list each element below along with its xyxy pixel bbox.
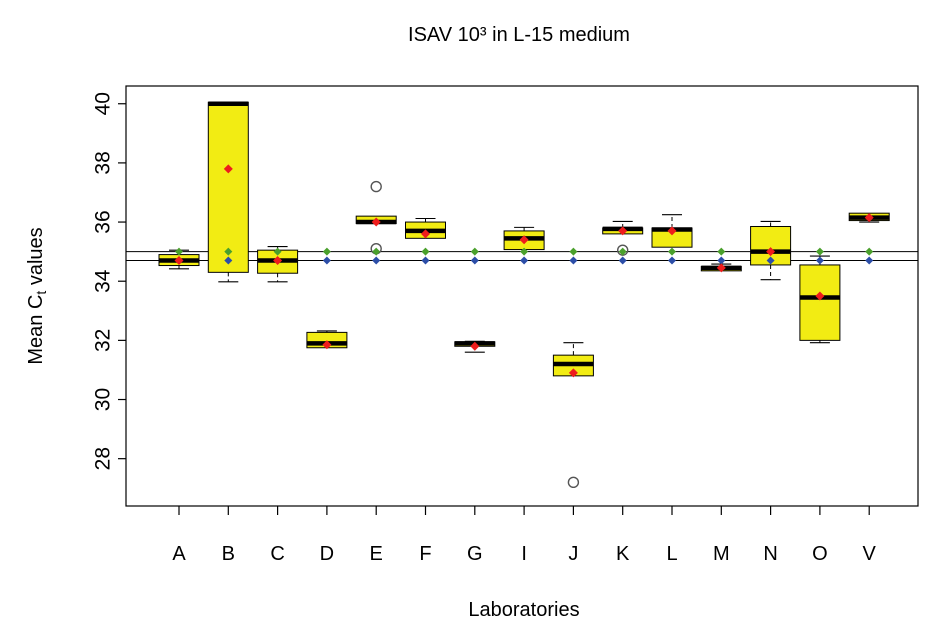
mean-marker <box>618 226 628 236</box>
y-tick-label: 28 <box>91 447 114 470</box>
reference-marker-green <box>322 247 331 256</box>
y-tick-label: 30 <box>91 388 114 411</box>
reference-marker-blue <box>372 256 381 265</box>
y-tick-label: 40 <box>91 92 114 115</box>
x-tick-label: F <box>419 543 431 565</box>
box-V <box>848 212 890 265</box>
x-tick-label: M <box>713 543 730 565</box>
reference-marker-green <box>520 247 529 256</box>
box-iqr <box>207 101 249 273</box>
x-tick-label: D <box>320 543 334 565</box>
y-tick-label: 36 <box>91 210 114 233</box>
box-A <box>158 247 200 270</box>
reference-marker-green <box>372 247 381 256</box>
mean-marker <box>766 247 776 257</box>
reference-marker-blue <box>668 256 676 265</box>
reference-marker-green <box>717 247 726 256</box>
y-axis-label-subscript: t <box>33 291 49 295</box>
mean-marker <box>174 256 184 266</box>
y-axis-label: Mean Ct values <box>25 227 49 364</box>
mean-marker <box>273 256 283 266</box>
x-tick-label: N <box>763 543 777 565</box>
reference-marker-green <box>569 247 578 256</box>
box-N <box>750 220 792 281</box>
reference-marker-green <box>815 247 824 256</box>
mean-marker <box>322 340 332 350</box>
box-J <box>552 247 594 489</box>
box-E <box>355 180 397 265</box>
reference-marker-blue <box>569 256 578 265</box>
reference-marker-blue <box>421 256 430 265</box>
x-tick-label: O <box>812 543 828 565</box>
outlier-point <box>567 476 580 489</box>
x-tick-label: A <box>172 543 186 565</box>
box-F <box>405 217 446 265</box>
box-B <box>207 101 249 283</box>
mean-marker <box>470 341 480 351</box>
mean-marker <box>223 164 233 174</box>
x-tick-label: L <box>666 543 677 565</box>
reference-marker-blue <box>470 256 479 265</box>
x-tick-label: E <box>370 543 383 565</box>
box-C <box>257 246 299 283</box>
reference-marker-blue <box>815 256 824 265</box>
box-K <box>602 220 644 265</box>
mean-marker <box>815 291 825 301</box>
box-I <box>503 226 545 265</box>
x-tick-label: J <box>568 543 578 565</box>
reference-marker-green <box>618 247 627 256</box>
reference-marker-blue <box>766 256 775 265</box>
mean-marker <box>519 235 529 245</box>
mean-marker <box>716 263 726 273</box>
reference-marker-blue <box>865 256 874 265</box>
mean-marker <box>421 229 430 239</box>
box-M <box>700 247 742 273</box>
box-D <box>306 247 348 350</box>
y-tick-label: 34 <box>91 269 114 293</box>
box-L <box>651 214 693 265</box>
reference-marker-green <box>421 247 430 256</box>
reference-marker-blue <box>520 256 529 265</box>
plot-area: 28 30 32 34 36 38 40 A B C D E F G I J K L M N O V <box>91 92 918 565</box>
x-tick-label: I <box>521 543 527 565</box>
mean-marker <box>371 217 381 227</box>
x-tick-label: C <box>270 543 284 565</box>
chart-title-group: ISAV 10³ in L-15 medium <box>408 24 630 46</box>
reference-marker-green <box>865 247 874 256</box>
y-axis-label-main: Mean C <box>25 295 47 365</box>
reference-marker-blue <box>224 256 233 265</box>
outlier-point <box>370 180 382 193</box>
box-iqr <box>799 264 841 341</box>
reference-marker-green <box>273 247 282 256</box>
y-axis-label-tail: values <box>25 227 47 290</box>
x-tick-label: K <box>616 543 630 565</box>
reference-marker-green <box>470 247 479 256</box>
reference-marker-green <box>224 247 233 256</box>
x-tick-label: G <box>467 543 483 565</box>
mean-marker <box>864 213 874 223</box>
y-tick-label: 32 <box>91 329 114 352</box>
mean-marker <box>568 368 578 378</box>
y-tick-label: 38 <box>91 151 114 174</box>
mean-marker <box>667 226 677 236</box>
x-tick-label: V <box>863 543 877 565</box>
reference-marker-blue <box>322 256 331 265</box>
reference-marker-green <box>668 247 676 256</box>
box-O <box>799 247 841 344</box>
x-axis-label: Laboratories <box>468 599 579 621</box>
box-G <box>454 247 496 353</box>
chart-title: ISAV 10³ in L-15 medium <box>408 24 630 46</box>
x-tick-label: B <box>222 543 235 565</box>
reference-marker-blue <box>618 256 627 265</box>
reference-marker-green <box>175 247 183 256</box>
plot-frame <box>125 85 919 507</box>
reference-marker-blue <box>717 256 726 265</box>
